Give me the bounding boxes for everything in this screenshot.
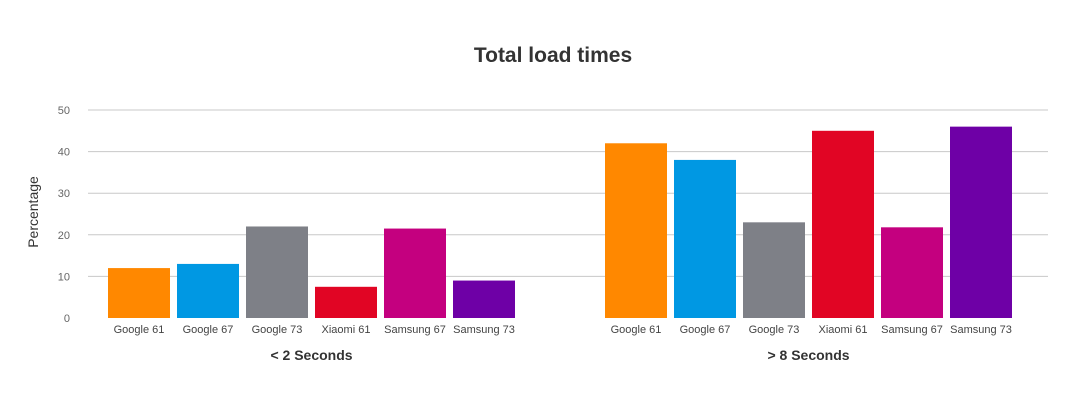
bar xyxy=(743,222,805,318)
x-tick-label: Google 61 xyxy=(114,324,165,336)
x-tick-label: Google 67 xyxy=(183,324,234,336)
y-tick-label: 50 xyxy=(58,105,70,117)
group-labels: < 2 Seconds > 8 Seconds xyxy=(270,347,849,363)
bar xyxy=(108,268,170,318)
x-tick-label: Xiaomi 61 xyxy=(322,324,371,336)
y-tick-label: 10 xyxy=(58,271,70,283)
bar xyxy=(315,286,377,318)
x-tick-label: Google 67 xyxy=(680,324,731,336)
y-tick-label: 40 xyxy=(58,147,70,159)
bar xyxy=(674,159,736,318)
group-label: > 8 Seconds xyxy=(767,347,849,363)
x-tick-label: Google 61 xyxy=(611,324,662,336)
y-tick-labels: 0 10 20 30 40 50 xyxy=(58,105,70,325)
x-tick-labels: Google 61 Google 67 Google 73 Xiaomi 61 Sams… xyxy=(114,324,1012,336)
bar xyxy=(246,226,308,318)
y-tick-label: 20 xyxy=(58,230,70,242)
x-tick-label: Samsung 73 xyxy=(950,324,1012,336)
bar xyxy=(950,126,1012,318)
y-tick-label: 0 xyxy=(64,313,70,325)
bar xyxy=(812,130,874,318)
x-tick-label: Xiaomi 61 xyxy=(819,324,868,336)
bar xyxy=(605,143,667,318)
bar xyxy=(881,227,943,318)
x-tick-label: Google 73 xyxy=(252,324,303,336)
x-tick-label: Samsung 67 xyxy=(384,324,446,336)
bar xyxy=(453,280,515,318)
x-tick-label: Samsung 67 xyxy=(881,324,943,336)
x-tick-label: Samsung 73 xyxy=(453,324,515,336)
group-label: < 2 Seconds xyxy=(270,347,352,363)
y-axis-label: Percentage xyxy=(25,176,41,248)
chart-title: Total load times xyxy=(474,44,632,67)
y-tick-label: 30 xyxy=(58,188,70,200)
bar xyxy=(384,228,446,318)
bars xyxy=(108,126,1012,318)
x-tick-label: Google 73 xyxy=(749,324,800,336)
bar xyxy=(177,263,239,318)
